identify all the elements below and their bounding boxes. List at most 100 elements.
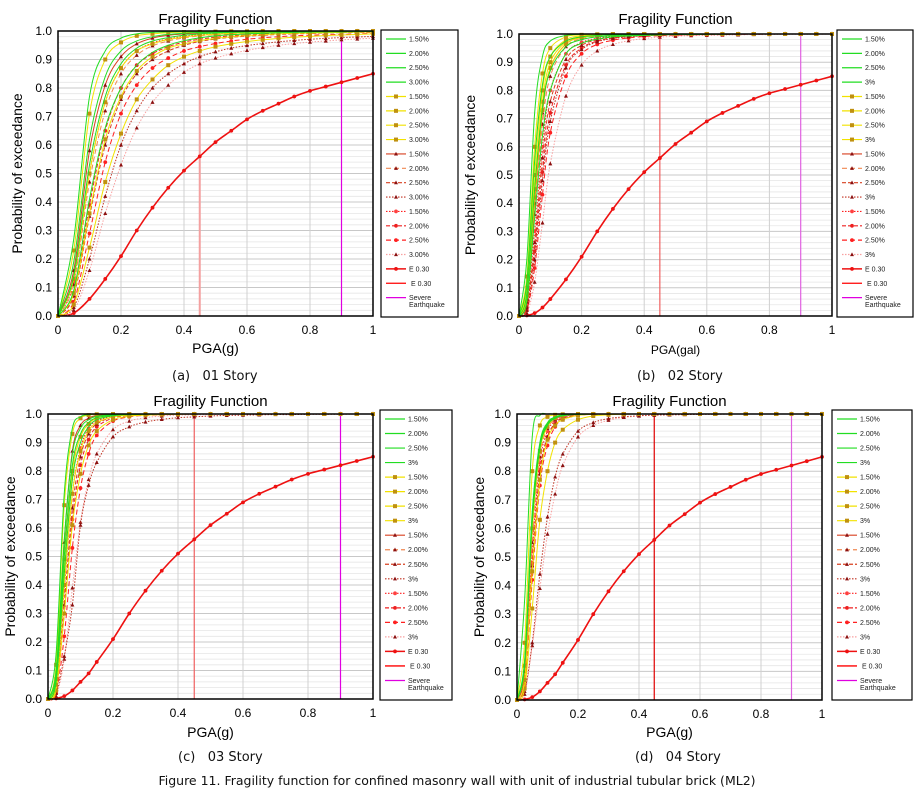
legend-item: 2.00% <box>842 51 885 58</box>
data-point <box>698 500 702 505</box>
data-point <box>545 680 550 685</box>
data-point <box>276 43 281 47</box>
legend-item: 3% <box>842 137 875 144</box>
data-point <box>292 41 297 46</box>
legend-label: 3% <box>408 518 418 525</box>
legend-label: 2.00% <box>860 605 880 612</box>
y-tick-label: 0.5 <box>25 550 42 564</box>
y-tick-label: 0.0 <box>496 309 513 323</box>
data-point <box>86 452 91 456</box>
legend-item: 2.50% <box>386 123 429 130</box>
legend-marker <box>393 620 397 625</box>
data-point <box>560 417 565 422</box>
legend-label: 3% <box>865 195 875 202</box>
data-point <box>70 585 75 590</box>
data-point <box>292 94 297 99</box>
y-tick-label: 1.0 <box>25 407 42 421</box>
data-point <box>103 180 108 185</box>
data-point <box>119 71 123 76</box>
data-point <box>213 49 218 54</box>
y-tick-label: 1.0 <box>35 24 52 38</box>
legend-item: E 0.30 <box>385 663 430 670</box>
data-point <box>119 40 123 45</box>
data-point <box>564 63 568 67</box>
x-tick-label: 0.2 <box>573 323 590 337</box>
legend-marker <box>845 576 849 581</box>
legend-marker <box>393 547 397 552</box>
y-tick-label: 0.6 <box>35 138 52 152</box>
series-line <box>516 413 822 701</box>
y-tick-label: 0.3 <box>494 607 511 621</box>
legend-item: 1.50% <box>842 94 885 101</box>
data-point <box>143 588 148 593</box>
legend-item: 2.00% <box>837 489 880 496</box>
chart-title: Fragility Function <box>618 11 732 28</box>
legend-item: 2.50% <box>842 238 885 245</box>
y-tick-label: 0.9 <box>35 53 52 67</box>
data-point <box>127 418 132 423</box>
data-point <box>159 568 164 573</box>
data-point <box>70 491 75 496</box>
legend-marker <box>393 533 397 537</box>
y-tick-label: 0.2 <box>25 635 42 649</box>
data-point <box>182 70 186 74</box>
legend-item: 3% <box>842 195 875 202</box>
data-point <box>229 128 234 133</box>
data-point <box>260 108 265 113</box>
legend-label: 3% <box>408 460 418 467</box>
data-point <box>576 417 580 422</box>
series-group <box>517 74 834 318</box>
y-tick-label: 0.4 <box>35 195 52 209</box>
x-axis-label: PGA(g) <box>187 724 234 740</box>
data-point <box>560 660 565 665</box>
legend-marker <box>394 180 398 185</box>
data-point <box>545 531 550 536</box>
legend-label: 2.50% <box>865 180 885 187</box>
data-point <box>308 39 312 44</box>
legend-label: Severe <box>409 295 431 302</box>
data-point <box>563 57 568 61</box>
plot-frame <box>518 33 833 317</box>
data-point <box>560 427 565 432</box>
legend-item: 1.50% <box>837 533 880 540</box>
data-point <box>62 583 67 587</box>
y-tick-label: 0.0 <box>35 309 52 323</box>
legend-label: 2.00% <box>409 51 429 58</box>
data-point <box>260 41 265 46</box>
data-point <box>548 60 553 65</box>
data-point <box>610 42 615 47</box>
data-point <box>70 602 75 607</box>
data-point <box>103 277 108 281</box>
data-point <box>530 643 535 648</box>
data-point <box>119 66 123 71</box>
data-point <box>150 54 155 59</box>
y-tick-label: 0.9 <box>494 436 511 450</box>
legend-marker <box>850 151 854 156</box>
data-point <box>197 61 202 66</box>
legend-item: 2.50% <box>837 562 880 569</box>
data-point <box>553 412 558 417</box>
data-point <box>276 39 281 44</box>
data-point <box>260 37 265 42</box>
data-point <box>54 662 59 667</box>
chart-panel-b: Fragility Function 0.0 0.1 0.2 0.3 0.4 0.5 0.6 0… <box>457 0 914 392</box>
data-point <box>751 96 756 101</box>
x-tick-label: 0 <box>45 706 52 720</box>
data-point <box>532 240 537 245</box>
legend-item: 3.00% <box>386 137 429 144</box>
y-tick-label: 0.8 <box>35 81 52 95</box>
data-point <box>150 57 155 62</box>
legend-marker <box>845 649 849 654</box>
data-point <box>689 130 694 135</box>
data-point <box>176 551 180 556</box>
data-point <box>127 424 132 429</box>
data-point <box>94 424 99 429</box>
legend-label: 2.00% <box>409 223 429 230</box>
x-tick-label: 0.4 <box>636 323 653 337</box>
data-point <box>213 140 218 145</box>
data-point <box>197 38 202 43</box>
data-point <box>743 477 748 482</box>
legend-label: 2.50% <box>409 180 429 187</box>
x-tick-label: 0.6 <box>692 707 709 721</box>
